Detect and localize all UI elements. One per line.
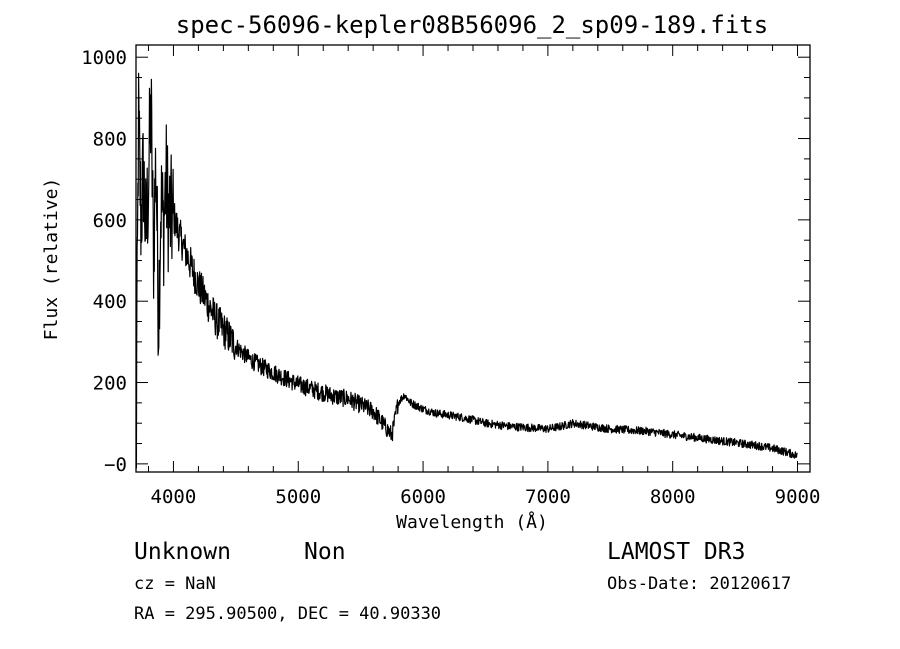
x-tick-label: 8000	[650, 486, 696, 508]
subclass-label: Non	[304, 539, 346, 565]
coords-label: RA = 295.90500, DEC = 40.90330	[134, 604, 441, 624]
plot-frame	[135, 44, 811, 473]
class-label: Unknown	[134, 539, 231, 565]
obs-date-label: Obs-Date: 20120617	[607, 574, 791, 594]
survey-label: LAMOST DR3	[607, 539, 745, 565]
spectrum-line	[135, 72, 798, 469]
y-tick-label: 800	[93, 129, 127, 151]
cz-label: cz = NaN	[134, 574, 216, 594]
x-axis-label: Wavelength (Å)	[396, 511, 548, 533]
y-tick-labels: −0 200 400 600 800 1000	[81, 47, 127, 476]
y-tick-label: 200	[93, 373, 127, 395]
y-tick-label: 1000	[81, 47, 127, 69]
x-tick-label: 9000	[775, 486, 821, 508]
y-tick-label: 600	[93, 210, 127, 232]
x-tick-label: 5000	[275, 486, 321, 508]
x-tick-label: 4000	[151, 486, 197, 508]
chart-title: spec-56096-kepler08B56096_2_sp09-189.fit…	[176, 11, 768, 39]
x-tick-label: 6000	[400, 486, 446, 508]
x-tick-labels: 4000 5000 6000 7000 8000 9000	[151, 486, 821, 508]
y-tick-label: 400	[93, 291, 127, 313]
y-tick-label: −0	[104, 454, 127, 476]
axis-ticks	[136, 45, 810, 472]
x-tick-label: 7000	[525, 486, 571, 508]
y-axis-label: Flux (relative)	[41, 178, 62, 341]
